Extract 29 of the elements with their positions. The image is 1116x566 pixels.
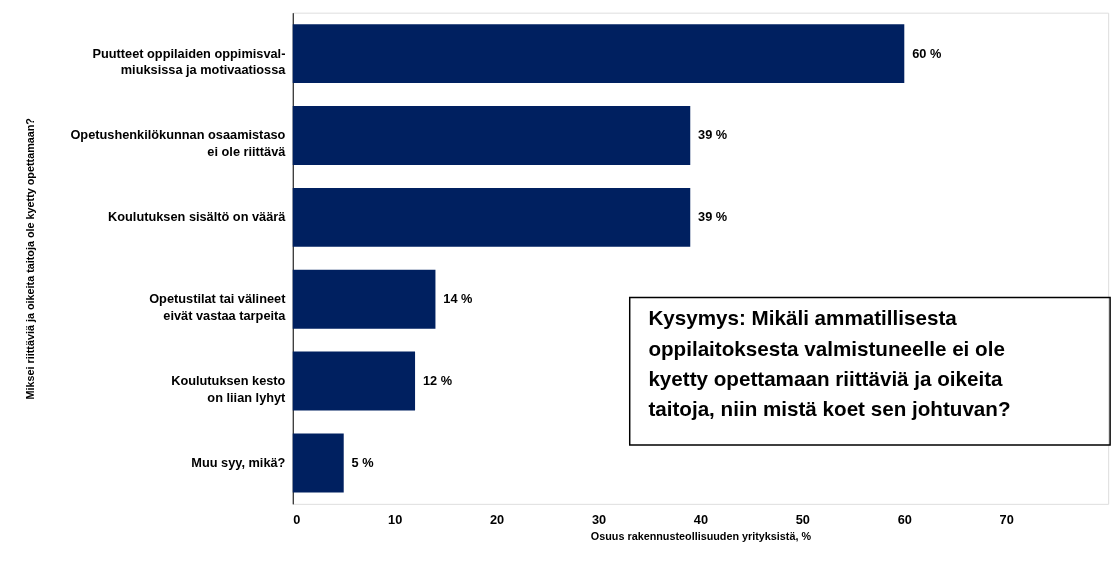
data-label: 60 % <box>912 45 942 61</box>
data-label: 14 % <box>443 291 474 307</box>
x-tick-label: 60 <box>897 512 912 528</box>
x-tick-label: 30 <box>591 512 607 528</box>
data-label: 39 % <box>698 209 728 225</box>
data-label: 5 % <box>351 454 375 470</box>
y-tick-label: Koulutuksen sisältö on väärä <box>108 209 287 225</box>
x-tick-label: 10 <box>388 512 403 528</box>
bar <box>292 106 691 165</box>
data-label: 39 % <box>698 127 728 143</box>
bar <box>292 269 436 329</box>
x-tick-label: 0 <box>293 512 301 528</box>
x-tick-label: 40 <box>693 512 709 528</box>
bar <box>292 24 905 84</box>
y-tick-label: Opetustilat tai välineet eivät vastaa tarpeita <box>149 291 287 323</box>
x-axis-title: Osuus rakennusteollisuuden yrityksistä, % <box>590 529 812 542</box>
y-tick-label: Koulutuksen kesto on liian lyhyt <box>171 373 287 405</box>
x-tick-label: 20 <box>489 512 505 528</box>
data-label: 12 % <box>422 373 453 389</box>
y-tick-label: Opetushenkilökunnan osaamistaso ei ole riittävä <box>70 127 287 160</box>
bar <box>292 187 691 247</box>
x-tick-label: 50 <box>795 512 810 528</box>
y-axis-title: Miksei riittäviä ja oikeita taitoja ole kyetty opettamaan? <box>23 118 36 400</box>
bar <box>292 351 416 411</box>
x-tick-label: 70 <box>999 512 1014 528</box>
annotation: Kysymys: Mikäli ammatillisesta oppilaitoksesta valmistuneelle ei ole kyetty opettamaan riittäviä ja oikeita taitoja, niin mistä koet sen johtuvan? <box>648 306 1011 421</box>
y-tick-label: Muu syy, mikä? <box>191 454 286 470</box>
bar <box>292 433 344 493</box>
y-tick-label: Puutteet oppilaiden oppimisval- miuksissa ja motivaatiossa <box>92 45 287 78</box>
